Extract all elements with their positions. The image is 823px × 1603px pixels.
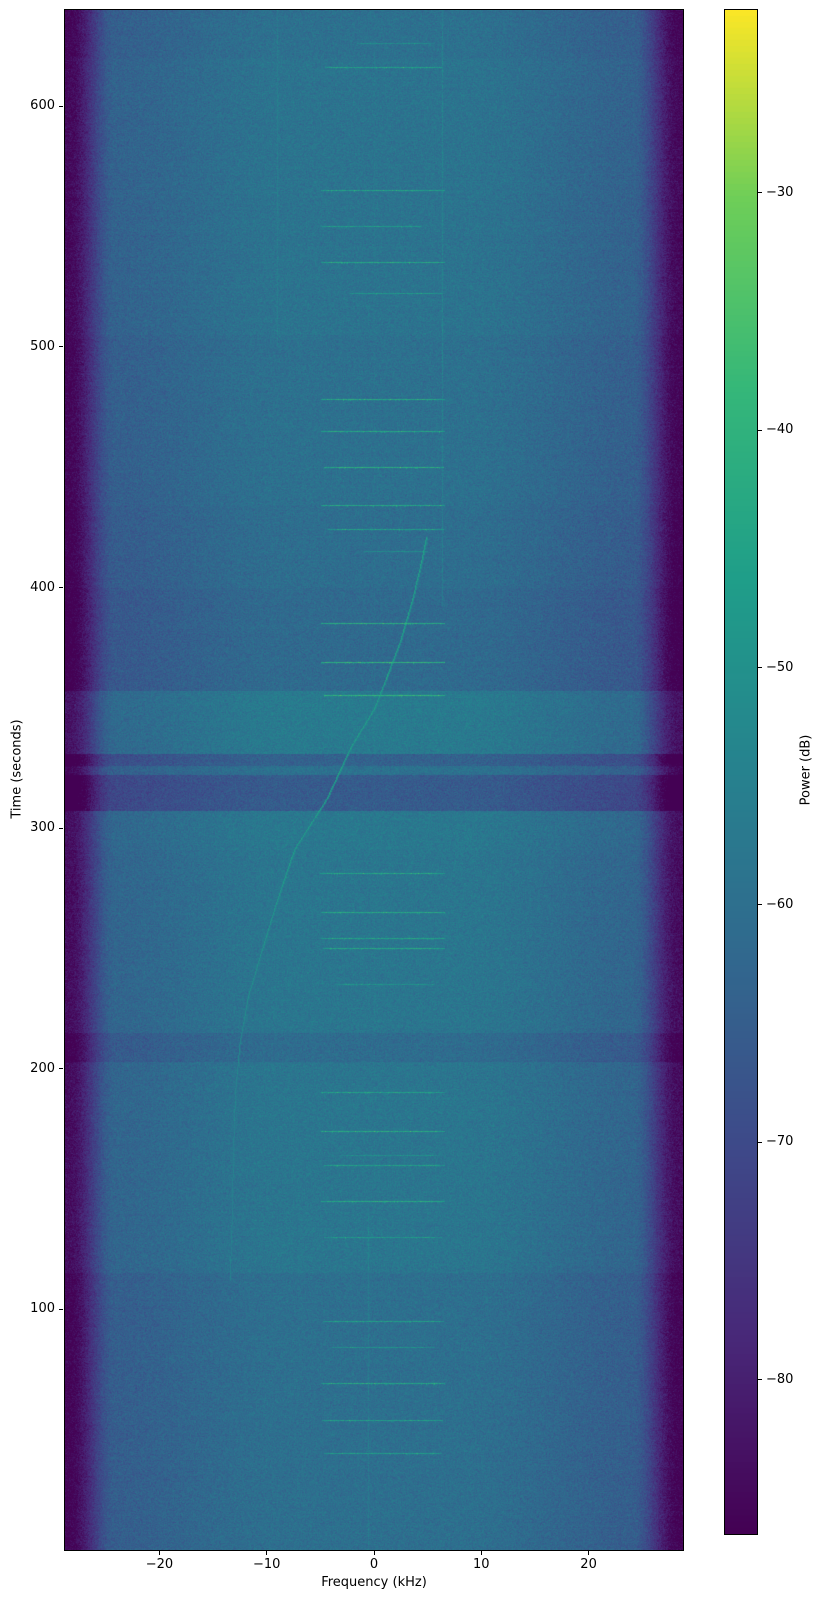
x-axis-label: Frequency (kHz) xyxy=(321,1575,427,1590)
x-tick xyxy=(588,1551,590,1555)
y-tick xyxy=(59,827,63,829)
y-tick xyxy=(59,346,63,348)
y-tick xyxy=(59,1308,63,1310)
colorbar-label: Power (dB) xyxy=(798,734,814,806)
colorbar-tick-label: −40 xyxy=(766,422,794,438)
x-tick xyxy=(480,1551,482,1555)
y-tick-label: 400 xyxy=(30,579,55,595)
colorbar-tick-label: −70 xyxy=(766,1134,794,1150)
y-axis-label: Time (seconds) xyxy=(9,719,25,819)
spectrogram-plot-area xyxy=(64,9,684,1551)
y-tick xyxy=(59,105,63,107)
colorbar-tick-label: −30 xyxy=(766,184,794,200)
x-tick xyxy=(373,1551,375,1555)
x-tick-label: 10 xyxy=(473,1557,490,1572)
x-tick-label: −20 xyxy=(145,1557,174,1572)
colorbar-tick-label: −60 xyxy=(766,896,794,912)
x-tick-label: −10 xyxy=(252,1557,281,1572)
y-tick-label: 600 xyxy=(30,98,55,114)
x-tick xyxy=(266,1551,268,1555)
colorbar-tick xyxy=(758,1141,762,1143)
x-tick-label: 20 xyxy=(580,1557,597,1572)
y-tick-label: 300 xyxy=(30,820,55,836)
colorbar-tick-label: −80 xyxy=(766,1371,794,1387)
colorbar-tick xyxy=(758,192,762,194)
colorbar-tick xyxy=(758,1379,762,1381)
y-tick-label: 200 xyxy=(30,1060,55,1076)
x-tick xyxy=(158,1551,160,1555)
y-tick xyxy=(59,587,63,588)
colorbar-tick xyxy=(758,904,762,906)
x-tick-label: 0 xyxy=(369,1557,379,1572)
y-tick-label: 100 xyxy=(30,1301,55,1317)
colorbar-tick xyxy=(758,667,762,669)
colorbar-tick xyxy=(758,429,762,431)
colorbar xyxy=(724,9,758,1535)
colorbar-tick-label: −50 xyxy=(766,659,794,675)
spectrogram-image xyxy=(65,10,683,1550)
y-tick-label: 500 xyxy=(30,338,55,354)
colorbar-gradient xyxy=(725,10,757,1534)
y-tick xyxy=(59,1068,63,1070)
